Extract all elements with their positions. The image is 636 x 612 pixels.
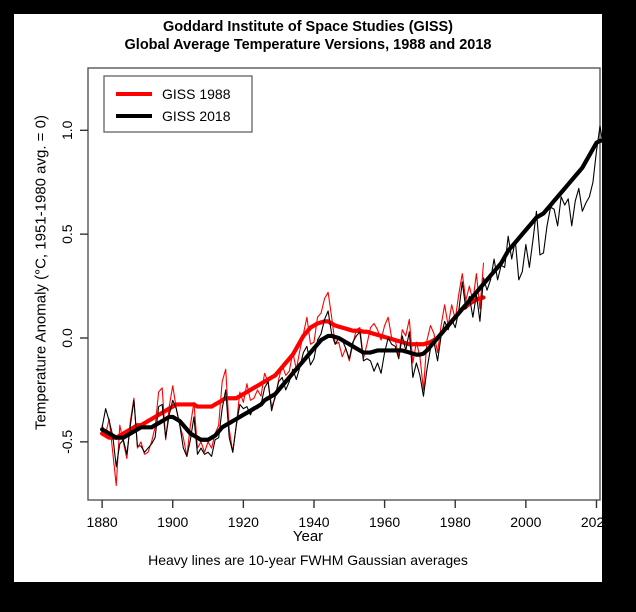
svg-text:1.0: 1.0 — [59, 120, 75, 140]
svg-text:1980: 1980 — [440, 514, 471, 530]
svg-text:1900: 1900 — [157, 514, 188, 530]
chart-plot: 1880 1900 1920 1940 1960 1980 2000 2020 -0.5 0.0 0… — [59, 67, 602, 530]
plot-frame — [87, 67, 601, 501]
svg-text:0.0: 0.0 — [59, 328, 75, 348]
svg-text:1920: 1920 — [228, 514, 259, 530]
svg-text:GISS 1988: GISS 1988 — [162, 86, 231, 102]
y-axis-label: Temperature Anomaly (°C, 1951-1980 avg. … — [32, 115, 50, 430]
svg-text:2020: 2020 — [581, 514, 602, 530]
svg-text:0.5: 0.5 — [59, 224, 75, 244]
x-axis-label: Year — [292, 528, 324, 545]
svg-text:GISS 2018: GISS 2018 — [162, 108, 231, 124]
svg-text:1940: 1940 — [298, 514, 329, 530]
chart-title-line-2: Global Average Temperature Versions, 198… — [124, 37, 492, 53]
series-lines — [100, 125, 602, 487]
figure-panel: Goddard Institute of Space Studies (GISS… — [14, 14, 602, 582]
svg-text:-0.5: -0.5 — [59, 430, 75, 454]
svg-text:1960: 1960 — [369, 514, 400, 530]
axis-ticks: 1880 1900 1920 1940 1960 1980 2000 2020 -0.5 0.0 0… — [59, 120, 602, 530]
chart-caption: Heavy lines are 10-year FWHM Gaussian av… — [148, 552, 468, 568]
chart-title-line-1: Goddard Institute of Space Studies (GISS… — [162, 19, 454, 35]
svg-text:1880: 1880 — [87, 514, 118, 530]
chart-legend: GISS 1988 GISS 2018 — [103, 75, 253, 133]
svg-text:2000: 2000 — [510, 514, 541, 530]
chart-title: Goddard Institute of Space Studies (GISS… — [14, 18, 602, 54]
